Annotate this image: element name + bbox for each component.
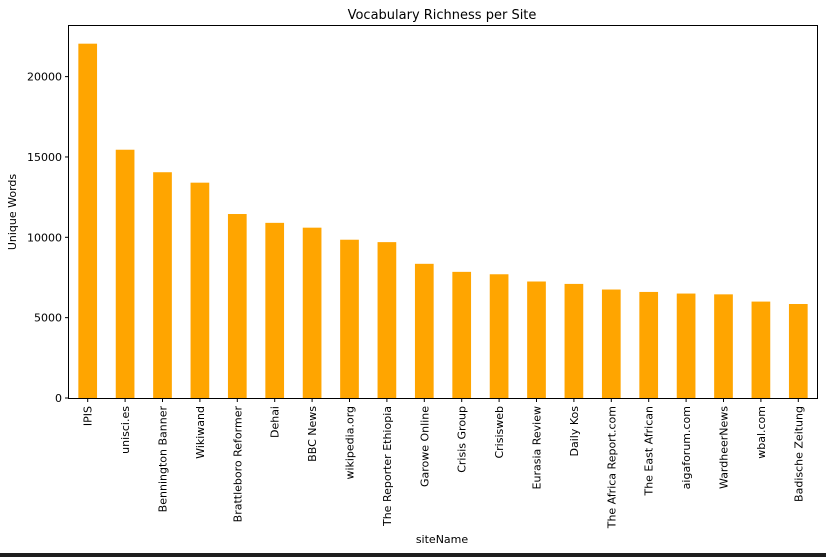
x-tick-label-6: BBC News: [306, 406, 319, 462]
bar-10: [452, 271, 472, 398]
x-tick-label-13: Daily Kos: [568, 406, 581, 457]
x-tick-label-9: Garowe Online: [418, 406, 431, 487]
x-tick-label-11: Crisisweb: [493, 406, 506, 459]
bar-19: [788, 304, 808, 398]
x-tick-label-5: Dehai: [269, 406, 282, 438]
y-axis-label: Unique Words: [6, 174, 19, 251]
x-tick-label-2: Bennington Banner: [157, 406, 170, 513]
bar-5: [265, 222, 285, 398]
y-tick-label-1: 5000: [34, 312, 62, 325]
x-tick-label-3: Wikiwand: [194, 406, 207, 459]
x-tick-label-1: unisci.es: [119, 406, 132, 454]
x-tick-label-15: The East African: [643, 406, 656, 497]
bar-14: [601, 289, 621, 398]
bar-13: [564, 283, 584, 398]
x-axis-label: siteName: [416, 533, 469, 546]
x-tick-label-14: The Africa Report.com: [605, 406, 618, 529]
bar-0: [78, 43, 98, 399]
x-tick-label-7: wikipedia.org: [344, 406, 357, 480]
y-tick-label-4: 20000: [27, 71, 62, 84]
bar-6: [302, 227, 322, 398]
x-tick-label-10: Crisis Group: [456, 406, 469, 473]
bar-18: [751, 301, 771, 398]
plot-area-frame: [68, 25, 818, 399]
x-tick-label-16: aigaforum.com: [680, 406, 693, 489]
chart-title: Vocabulary Richness per Site: [348, 8, 537, 23]
bar-8: [377, 242, 397, 398]
bar-16: [676, 293, 696, 398]
x-tick-label-18: wbal.com: [755, 406, 768, 459]
bar-9: [414, 263, 434, 398]
x-tick-label-4: Brattleboro Reformer: [231, 406, 244, 523]
x-tick-label-17: WardheerNews: [718, 406, 731, 489]
y-tick-label-0: 0: [55, 392, 62, 405]
bar-12: [527, 281, 546, 398]
x-tick-label-19: Badische Zeitung: [792, 406, 805, 502]
y-tick-label-2: 10000: [27, 231, 62, 244]
bar-1: [115, 149, 135, 398]
bar-7: [340, 239, 359, 398]
bar-3: [190, 182, 210, 398]
x-tick-label-8: The Reporter Ethiopia: [381, 406, 394, 527]
bar-15: [639, 291, 659, 398]
bar-11: [489, 274, 509, 398]
bar-4: [227, 214, 247, 398]
bar-17: [714, 294, 733, 398]
x-tick-label-0: IPIS: [82, 406, 95, 426]
window-bottom-border: [0, 553, 826, 557]
y-tick-label-3: 15000: [27, 151, 62, 164]
x-tick-label-12: Eurasia Review: [531, 406, 544, 489]
bar-2: [153, 172, 172, 398]
